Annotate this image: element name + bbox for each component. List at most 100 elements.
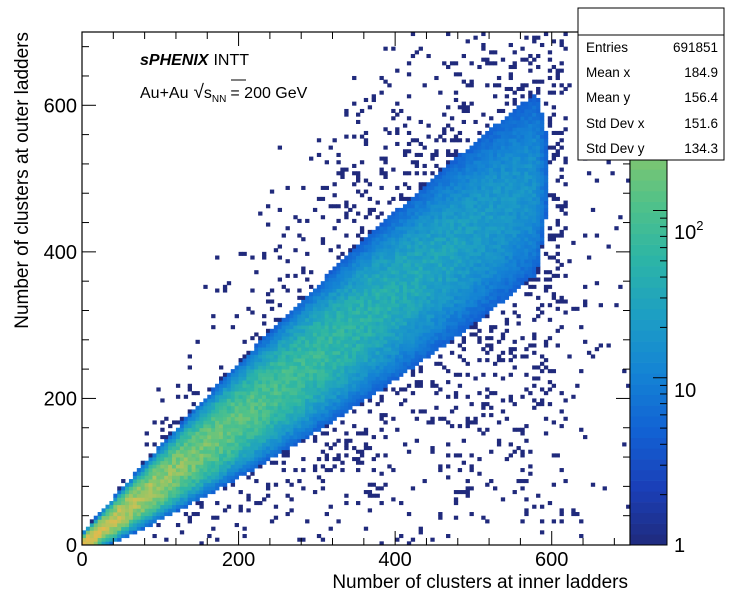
heatmap-cell-134 bbox=[128, 493, 134, 498]
heatmap-cell-4796 bbox=[528, 277, 533, 282]
heatmap-cell-3938 bbox=[473, 314, 478, 319]
heatmap-cell-1207 bbox=[269, 189, 275, 194]
heatmap-cell-2079 bbox=[344, 277, 349, 282]
heatmap-cell-2937 bbox=[406, 325, 412, 330]
heatmap-cell-4607 bbox=[516, 314, 521, 319]
heatmap-cell-114 bbox=[125, 515, 130, 520]
heatmap-cell-1193 bbox=[269, 365, 275, 370]
heatmap-cell-3616 bbox=[453, 501, 459, 506]
heatmap-cell-3018 bbox=[410, 255, 416, 260]
heatmap-cell-4280 bbox=[493, 167, 498, 172]
heatmap-cell-3626 bbox=[453, 325, 459, 330]
heatmap-cell-4518 bbox=[508, 160, 513, 165]
heatmap-cell-3558 bbox=[449, 409, 455, 414]
heatmap-cell-286 bbox=[160, 479, 165, 484]
heatmap-cell-547 bbox=[199, 486, 204, 491]
heatmap-cell-2290 bbox=[359, 288, 365, 293]
heatmap-cell-3442 bbox=[442, 328, 447, 333]
heatmap-cell-683 bbox=[215, 416, 220, 421]
heatmap-cell-3895 bbox=[469, 259, 474, 264]
heatmap-cell-900 bbox=[242, 460, 247, 465]
heatmap-cell-1946 bbox=[336, 380, 341, 385]
heatmap-cell-3548 bbox=[446, 167, 451, 172]
heatmap-cell-4971 bbox=[536, 105, 541, 110]
heatmap-cell-207 bbox=[144, 468, 149, 473]
heatmap-cell-1951 bbox=[336, 361, 341, 366]
heatmap-cell-1368 bbox=[285, 343, 290, 348]
heatmap-cell-4848 bbox=[528, 68, 533, 73]
heatmap-cell-4496 bbox=[508, 240, 513, 245]
heatmap-cell-1572 bbox=[305, 380, 310, 385]
heatmap-cell-1938 bbox=[336, 409, 341, 414]
heatmap-cell-4434 bbox=[504, 248, 510, 253]
heatmap-cell-710 bbox=[219, 427, 224, 432]
heatmap-cell-4110 bbox=[485, 519, 490, 524]
heatmap-cell-1096 bbox=[262, 420, 267, 425]
heatmap-cell-483 bbox=[187, 354, 192, 359]
heatmap-cell-2826 bbox=[399, 343, 404, 348]
heatmap-cell-691 bbox=[215, 387, 220, 392]
heatmap-cell-111 bbox=[125, 526, 130, 531]
heatmap-cell-2449 bbox=[371, 325, 376, 330]
heatmap-cell-1201 bbox=[269, 336, 275, 341]
heatmap-cell-329 bbox=[168, 497, 173, 502]
heatmap-cell-1074 bbox=[258, 365, 263, 370]
heatmap-cell-2665 bbox=[387, 336, 392, 341]
heatmap-cell-3638 bbox=[453, 281, 459, 286]
heatmap-cell-4581 bbox=[512, 163, 517, 168]
heatmap-cell-2076 bbox=[344, 288, 349, 293]
heatmap-cell-426 bbox=[183, 504, 189, 509]
heatmap-cell-335 bbox=[168, 475, 173, 480]
heatmap-cell-4122 bbox=[485, 306, 490, 311]
heatmap-cell-3502 bbox=[446, 336, 451, 341]
heatmap-cell-2688 bbox=[387, 251, 392, 256]
heatmap-cell-526 bbox=[195, 453, 200, 458]
heatmap-cell-3941 bbox=[473, 303, 478, 308]
heatmap-cell-3334 bbox=[434, 310, 439, 315]
heatmap-cell-4027 bbox=[477, 204, 482, 209]
heatmap-cell-4278 bbox=[493, 174, 498, 179]
heatmap-cell-1143 bbox=[265, 398, 271, 403]
heatmap-cell-1896 bbox=[332, 380, 337, 385]
heatmap-cell-4763 bbox=[524, 182, 529, 187]
heatmap-cell-4908 bbox=[532, 112, 537, 117]
heatmap-cell-1103 bbox=[262, 394, 267, 399]
heatmap-cell-669 bbox=[215, 468, 220, 473]
heatmap-cell-1027 bbox=[254, 402, 259, 407]
heatmap-cell-4797 bbox=[528, 273, 533, 278]
heatmap-cell-4949 bbox=[536, 185, 541, 190]
heatmap-cell-1613 bbox=[309, 380, 314, 385]
heatmap-cell-2235 bbox=[356, 284, 361, 289]
heatmap-cell-3681 bbox=[457, 490, 463, 495]
heatmap-cell-3884 bbox=[469, 299, 474, 304]
heatmap-cell-4012 bbox=[477, 259, 482, 264]
heatmap-cell-1051 bbox=[258, 449, 263, 454]
heatmap-cell-4085 bbox=[481, 204, 486, 209]
heatmap-cell-167 bbox=[136, 486, 142, 491]
heatmap-cell-1855 bbox=[328, 354, 333, 359]
heatmap-cell-2334 bbox=[363, 332, 369, 337]
heatmap-cell-3719 bbox=[457, 222, 463, 227]
heatmap-cell-1921 bbox=[332, 288, 337, 293]
heatmap-cell-2389 bbox=[367, 343, 373, 348]
heatmap-cell-3163 bbox=[422, 336, 427, 341]
heatmap-cell-345 bbox=[168, 438, 173, 443]
heatmap-cell-921 bbox=[242, 383, 247, 388]
heatmap-cell-1042 bbox=[254, 347, 259, 352]
heatmap-cell-1166 bbox=[265, 204, 271, 209]
heatmap-cell-4081 bbox=[481, 218, 486, 223]
heatmap-cell-3322 bbox=[434, 383, 439, 388]
heatmap-cell-2151 bbox=[352, 380, 357, 385]
heatmap-cell-4479 bbox=[508, 358, 513, 363]
heatmap-cell-2671 bbox=[387, 314, 392, 319]
heatmap-cell-3463 bbox=[442, 251, 447, 256]
heatmap-cell-1283 bbox=[277, 328, 283, 333]
heatmap-cell-3636 bbox=[453, 288, 459, 293]
heatmap-cell-3618 bbox=[453, 490, 459, 495]
heatmap-cell-3087 bbox=[414, 200, 420, 205]
heatmap-cell-716 bbox=[219, 405, 224, 410]
heatmap-cell-453 bbox=[187, 515, 192, 520]
heatmap-cell-3777 bbox=[461, 229, 466, 234]
heatmap-cell-3114 bbox=[418, 317, 423, 322]
heatmap-cell-4783 bbox=[524, 108, 529, 114]
